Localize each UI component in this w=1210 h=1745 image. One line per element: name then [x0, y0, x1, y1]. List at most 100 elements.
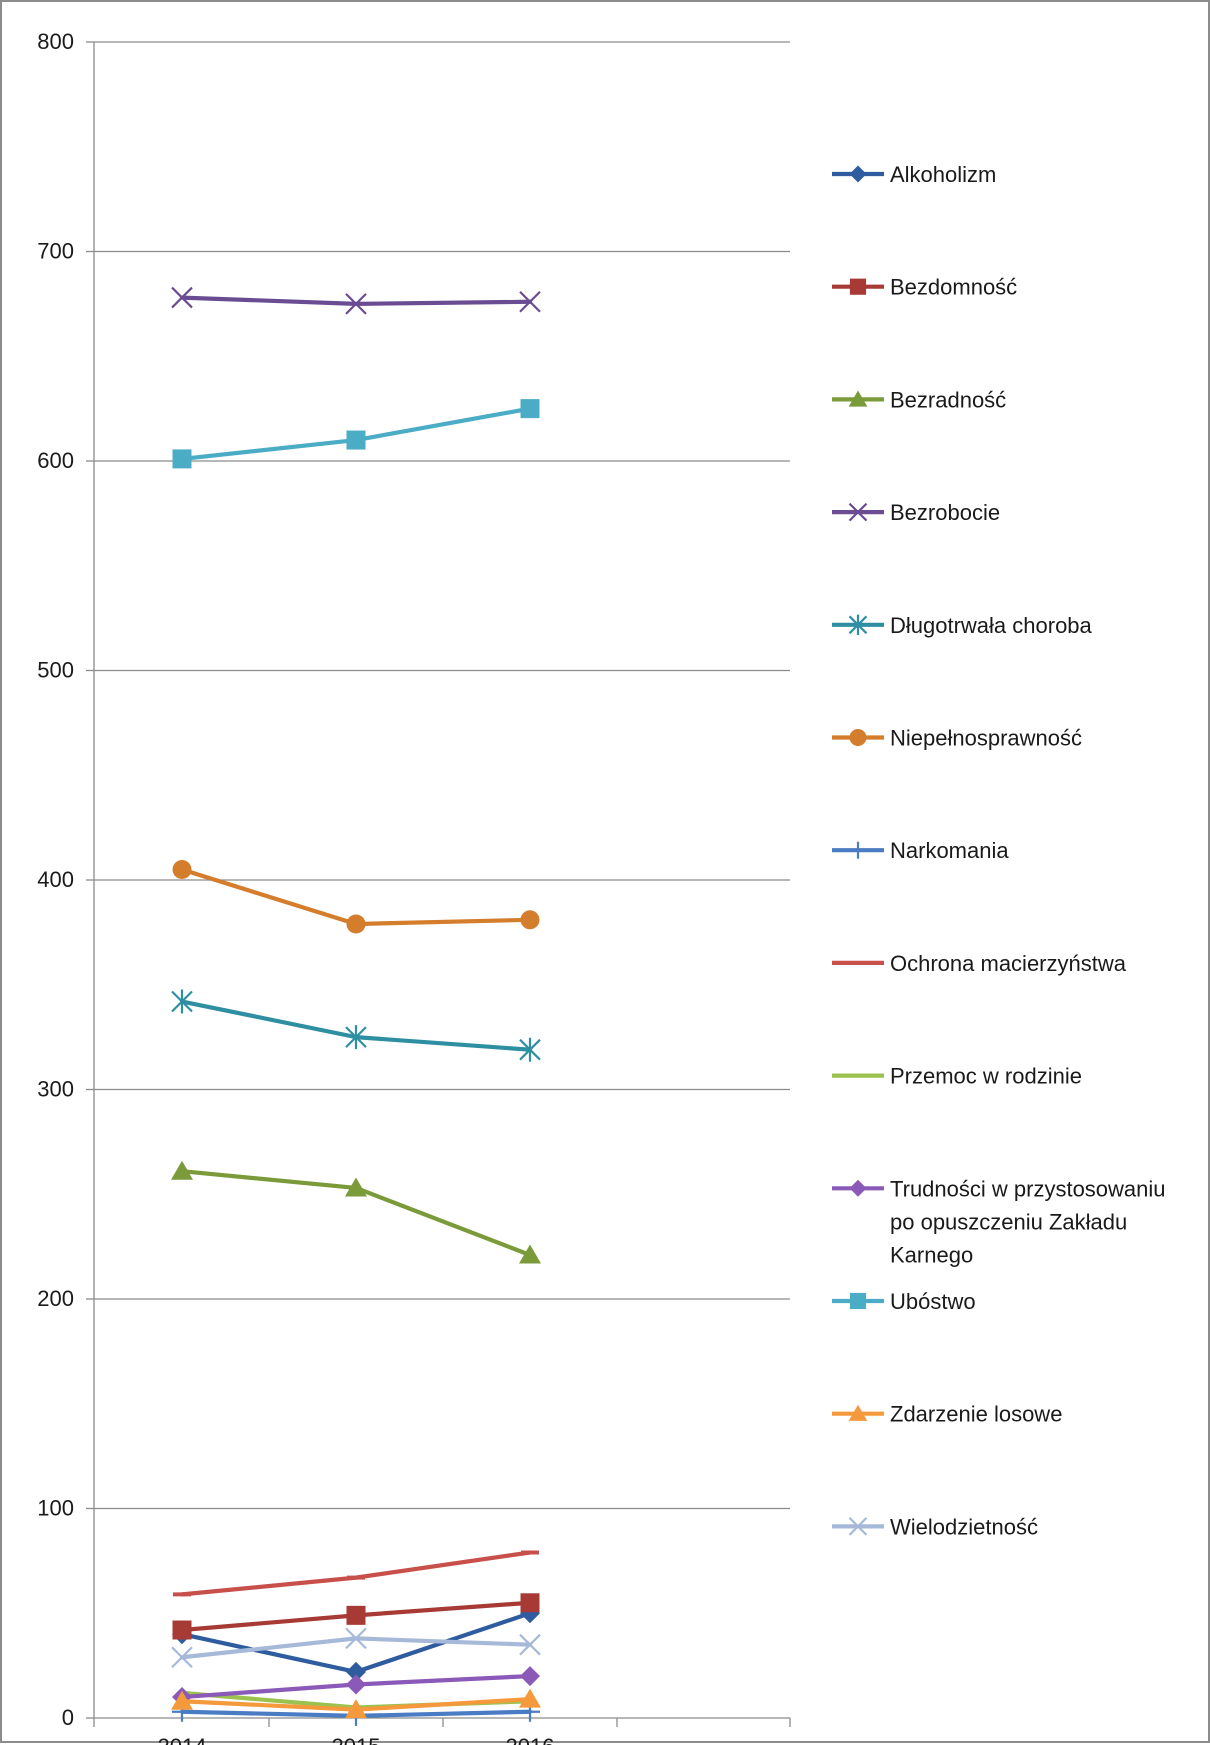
legend-label: Alkoholizm: [890, 162, 996, 187]
y-tick-label: 300: [37, 1077, 74, 1102]
data-point-asterisk: [848, 614, 868, 635]
data-point-triangle: [848, 390, 868, 407]
data-point-x: [848, 502, 868, 522]
gridlines: [94, 41, 790, 1719]
data-point-x: [848, 1517, 868, 1536]
legend-label: Narkomania: [890, 838, 1009, 863]
data-point-x: [171, 286, 193, 309]
y-tick-label: 200: [37, 1286, 74, 1311]
series-line: [179, 1636, 533, 1660]
y-tick-label: 800: [37, 29, 74, 54]
y-tick-label: 100: [37, 1496, 74, 1521]
series-5: [172, 860, 540, 934]
data-point-triangle: [519, 1244, 541, 1264]
data-point-circle: [172, 860, 192, 880]
y-tick-label: 700: [37, 239, 74, 264]
legend-item: Bezdomność: [832, 275, 1017, 300]
data-point-circle: [520, 910, 540, 930]
series-1: [172, 1593, 540, 1640]
data-point-triangle: [345, 1177, 367, 1197]
marker-stroke: [519, 1633, 541, 1656]
legend-label: Trudności w przystosowaniu: [890, 1176, 1166, 1201]
y-tick-label: 400: [37, 867, 74, 892]
data-point-diamond: [849, 165, 867, 183]
legend-item: Wielodzietność: [832, 1514, 1038, 1539]
marker-stroke: [171, 286, 193, 309]
data-point-square: [849, 278, 867, 295]
legend-item: Zdarzenie losowe: [832, 1402, 1062, 1427]
legend-item: Bezrobocie: [832, 500, 1000, 525]
data-point-asterisk: [171, 989, 193, 1014]
data-point-triangle: [345, 1699, 367, 1719]
data-point-square: [172, 449, 192, 469]
series-12: [171, 1627, 541, 1669]
legend-label: Bezdomność: [890, 275, 1017, 300]
data-point-diamond: [346, 1674, 366, 1695]
marker-stroke: [171, 1646, 193, 1669]
legend-item: Przemoc w rodzinie: [832, 1064, 1082, 1089]
data-point-asterisk: [345, 1025, 367, 1050]
legend-item: Alkoholizm: [832, 162, 996, 187]
legend-label: Niepełnosprawność: [890, 726, 1082, 751]
data-point-x: [345, 1627, 367, 1650]
legend-label: Wielodzietność: [890, 1514, 1038, 1539]
legend-item: Ochrona macierzyństwa: [832, 951, 1127, 976]
data-point-square: [520, 399, 540, 419]
data-point-square: [172, 1620, 192, 1640]
legend-item: Długotrwała choroba: [832, 613, 1093, 638]
data-point-triangle: [848, 1404, 868, 1421]
marker-stroke: [519, 291, 541, 313]
legend-label: Bezradność: [890, 387, 1006, 412]
y-tick-label: 0: [62, 1705, 74, 1730]
x-tick-label: 2016: [506, 1734, 555, 1745]
x-tick-label: 2014: [158, 1734, 207, 1745]
legend-item: Trudności w przystosowaniu po opuszczeniu…: [832, 1176, 1166, 1267]
legend-item: Niepełnosprawność: [832, 726, 1082, 751]
axes: 0 100 200 300 400 500 600 700 800 2014 2015 2016: [37, 29, 791, 1745]
series-3: [171, 286, 541, 315]
legend-label: Ubóstwo: [890, 1289, 976, 1314]
legend-label: Karnego: [890, 1242, 973, 1267]
marker-stroke: [848, 502, 868, 522]
data-point-triangle: [171, 1690, 193, 1710]
data-point-x: [345, 293, 367, 315]
data-point-square: [346, 1605, 366, 1625]
legend-label: Ochrona macierzyństwa: [890, 951, 1127, 976]
data-point-diamond: [849, 1179, 867, 1197]
data-point-square: [849, 1292, 867, 1310]
y-tick-label: 500: [37, 658, 74, 683]
legend-item: Bezradność: [832, 387, 1006, 412]
legend-item: Ubóstwo: [832, 1289, 976, 1314]
data-point-diamond: [520, 1666, 540, 1687]
data-point-x: [519, 1633, 541, 1656]
series-11: [171, 1688, 541, 1719]
legend-label: po opuszczeniu Zakładu: [890, 1209, 1127, 1234]
legend-label: Zdarzenie losowe: [890, 1402, 1062, 1427]
series-4: [171, 989, 541, 1062]
series-7: [173, 1550, 539, 1597]
series-lines: [171, 286, 541, 1726]
legend-label: Przemoc w rodzinie: [890, 1064, 1082, 1089]
data-point-triangle: [171, 1160, 193, 1180]
legend-label: Bezrobocie: [890, 500, 1000, 525]
data-point-square: [520, 1593, 540, 1613]
legend-label: Długotrwała choroba: [890, 613, 1093, 638]
data-point-square: [346, 430, 366, 450]
data-point-x: [171, 1646, 193, 1669]
series-line: [179, 1550, 533, 1597]
x-tick-label: 2015: [332, 1734, 381, 1745]
data-point-x: [519, 291, 541, 313]
marker-stroke: [345, 293, 367, 315]
series-10: [172, 399, 540, 469]
legend: Alkoholizm Bezdomność Bezradność Bezrobocie…: [832, 162, 1166, 1539]
data-point-plus: [849, 841, 867, 859]
legend-item: Narkomania: [832, 838, 1009, 863]
data-point-diamond: [346, 1661, 366, 1682]
marker-stroke: [345, 1627, 367, 1650]
marker-stroke: [848, 1517, 868, 1536]
data-point-circle: [346, 914, 366, 934]
y-tick-label: 600: [37, 448, 74, 473]
data-point-asterisk: [519, 1037, 541, 1062]
